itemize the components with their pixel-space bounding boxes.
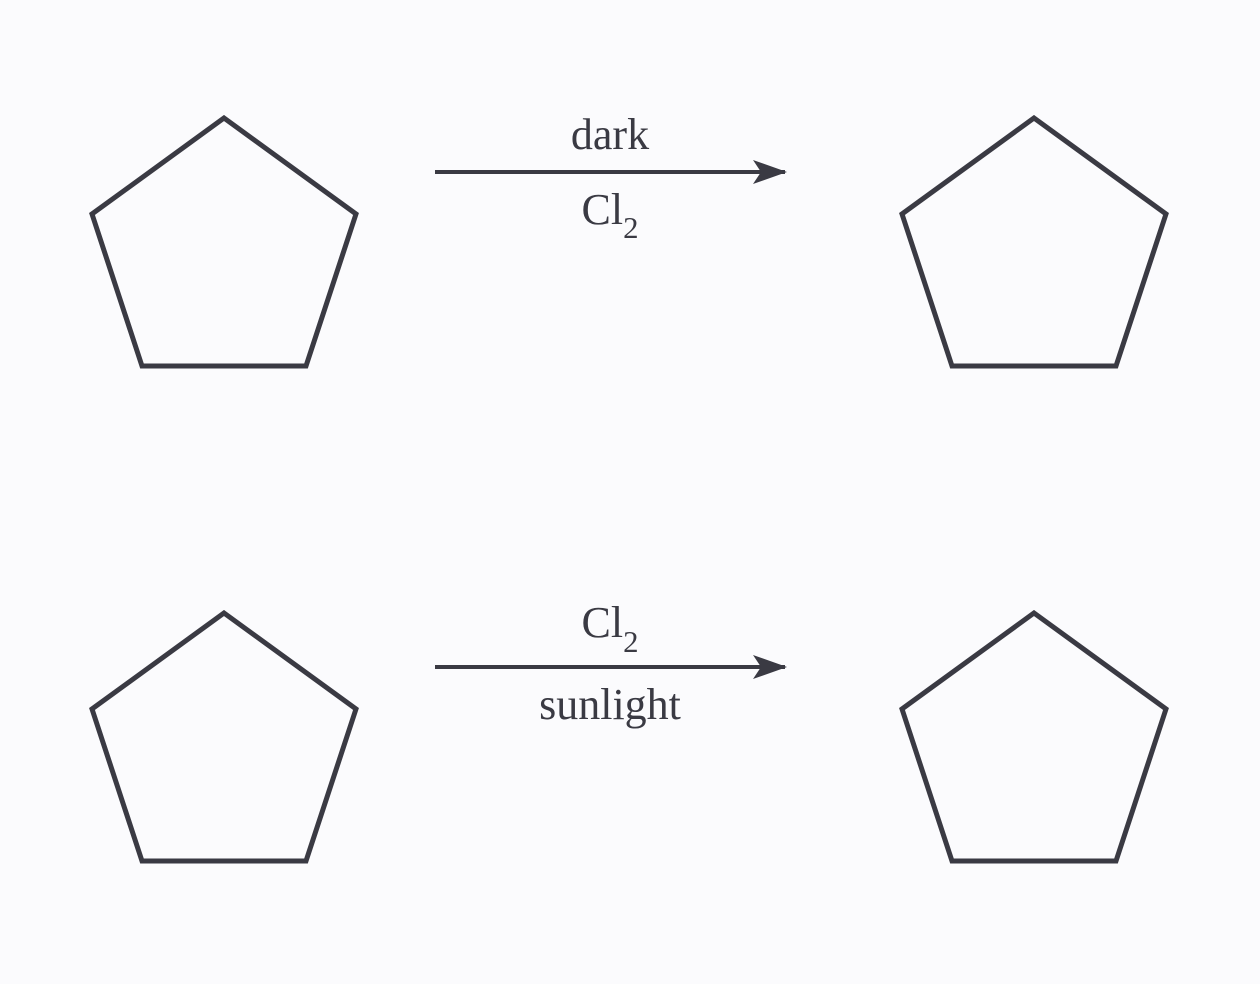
product-pentagon — [895, 610, 1173, 873]
pentagon-shape — [85, 115, 363, 373]
arrow-head-icon — [753, 655, 787, 679]
condition-label-above: Cl2 — [435, 597, 785, 655]
arrow-line — [435, 170, 785, 174]
reactant-pentagon — [85, 610, 363, 873]
label-text-base: Cl — [582, 598, 624, 647]
label-text: dark — [571, 110, 649, 159]
reactant-pentagon — [85, 115, 363, 378]
reaction-arrow-block: dark Cl2 — [435, 170, 835, 174]
label-text: sunlight — [539, 680, 681, 729]
reaction-arrow-block: Cl2 sunlight — [435, 665, 835, 669]
label-text-base: Cl — [582, 185, 624, 234]
label-text-sub: 2 — [623, 625, 638, 659]
condition-label-above: dark — [435, 109, 785, 160]
arrow-line — [435, 665, 785, 669]
label-text-sub: 2 — [623, 211, 638, 245]
pentagon-shape — [895, 115, 1173, 373]
pentagon-shape — [85, 610, 363, 868]
arrow-head-icon — [753, 160, 787, 184]
condition-label-below: Cl2 — [435, 184, 785, 242]
product-pentagon — [895, 115, 1173, 378]
condition-label-below: sunlight — [435, 679, 785, 730]
pentagon-shape — [895, 610, 1173, 868]
